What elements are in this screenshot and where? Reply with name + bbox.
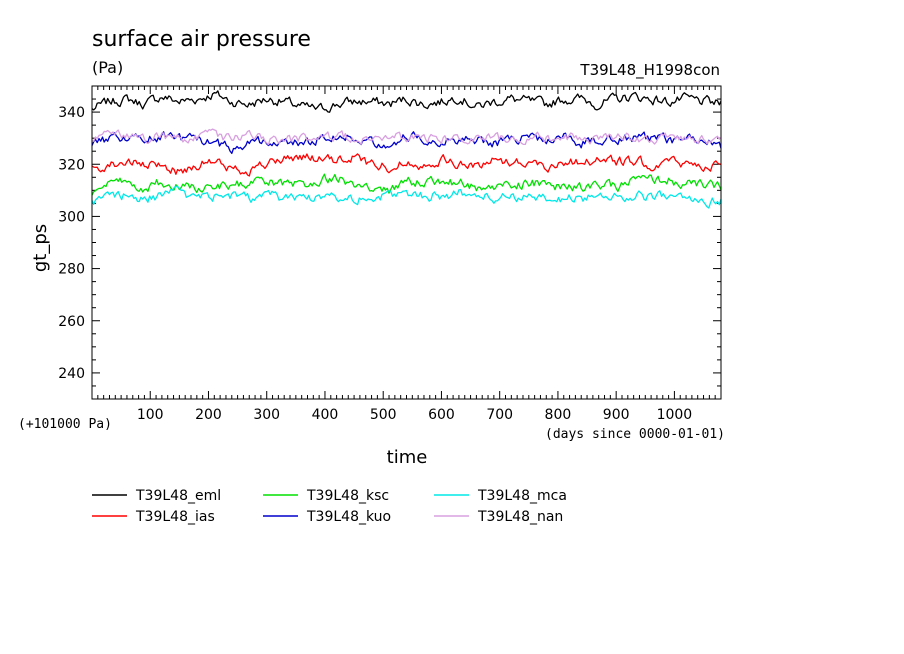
experiment-label: T39L48_H1998con <box>579 61 720 80</box>
y-tick-label: 300 <box>58 209 85 225</box>
x-tick-label: 200 <box>195 407 222 423</box>
y-tick-label: 240 <box>58 366 85 382</box>
y-tick-label: 340 <box>58 105 85 121</box>
plot-frame <box>91 85 722 400</box>
x-tick-label: 1000 <box>657 407 693 423</box>
x-tick-label: 800 <box>545 407 572 423</box>
x-unit-note: (days since 0000-01-01) <box>545 427 725 442</box>
y-tick-label: 260 <box>58 314 85 330</box>
y-tick-label: 320 <box>58 157 85 173</box>
y-offset-note: (+101000 Pa) <box>18 417 112 432</box>
series-line-T39L48_ksc <box>91 173 722 196</box>
x-tick-label: 100 <box>137 407 164 423</box>
y-tick-label: 280 <box>58 262 85 278</box>
legend-label: T39L48_ias <box>135 509 215 525</box>
series-line-T39L48_mca <box>91 185 722 209</box>
x-tick-label: 500 <box>370 407 397 423</box>
legend-label: T39L48_kuo <box>306 509 391 525</box>
legend: T39L48_eml T39L48_ias T39L48_ksc T39L48_kuo… <box>92 488 567 525</box>
legend-label: T39L48_mca <box>477 488 567 504</box>
chart-title: surface air pressure <box>92 27 311 52</box>
x-tick-label: 600 <box>428 407 455 423</box>
y-axis-label: gt_ps <box>30 224 51 272</box>
x-tick-label: 700 <box>486 407 513 423</box>
x-tick-label: 400 <box>312 407 339 423</box>
x-axis-label: time <box>387 447 428 468</box>
series-line-T39L48_nan <box>91 128 722 146</box>
unit-label: (Pa) <box>92 58 123 77</box>
series-line-T39L48_eml <box>91 90 722 113</box>
series-line-T39L48_ias <box>91 153 722 177</box>
legend-label: T39L48_eml <box>135 488 221 504</box>
x-tick-label: 300 <box>253 407 280 423</box>
legend-label: T39L48_nan <box>477 509 563 525</box>
axis-ticks: 100 200 300 400 500 600 700 800 900 1000 240 260 280… <box>58 86 721 423</box>
series-line-T39L48_kuo <box>91 131 722 155</box>
legend-label: T39L48_ksc <box>306 488 389 504</box>
x-tick-label: 900 <box>603 407 630 423</box>
series-lines <box>91 90 722 209</box>
